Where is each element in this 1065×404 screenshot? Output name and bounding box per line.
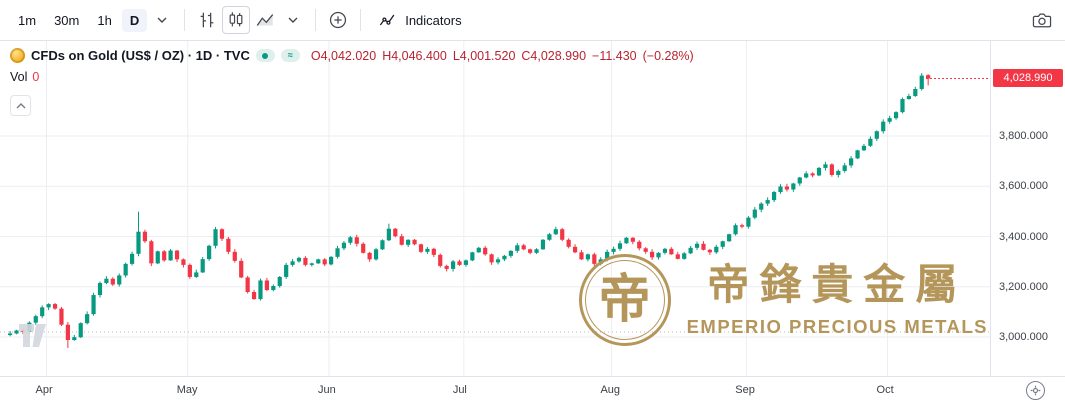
bars-style-button[interactable] [194, 6, 220, 34]
top-toolbar: 1m 30m 1h D Indicators [0, 0, 1065, 41]
chart-area[interactable]: CFDs on Gold (US$ / OZ) · 1D · TVC ≈ O4,… [0, 41, 990, 376]
price-tick: 3,800.000 [999, 130, 1048, 142]
time-tick: Apr [35, 384, 53, 396]
collapse-legend-button[interactable] [10, 95, 31, 116]
toolbar-separator [184, 9, 186, 31]
price-tick: 3,400.000 [999, 230, 1048, 243]
time-tick: Oct [876, 384, 894, 396]
bars-chart-icon [200, 12, 214, 28]
price-tick: 3,600.000 [999, 180, 1048, 193]
last-price-badge: 4,028.990 [993, 69, 1063, 88]
source-dot-toggle[interactable] [255, 49, 275, 62]
open-value: O4,042.020 [310, 48, 377, 63]
interval-1h-button[interactable]: 1h [89, 9, 119, 32]
interval-dropdown-chevron[interactable] [149, 6, 175, 34]
camera-icon [1032, 13, 1052, 28]
close-value: C4,028.990 [521, 48, 587, 63]
candles-chart-icon [229, 12, 243, 27]
price-tick: 3,000.000 [999, 331, 1048, 343]
interval-30m-button[interactable]: 30m [46, 9, 87, 32]
change-value: −11.430 [592, 48, 637, 63]
toolbar-separator [360, 9, 362, 31]
snapshot-camera-button[interactable] [1029, 6, 1055, 34]
symbol-title[interactable]: CFDs on Gold (US$ / OZ) · 1D · TVC [31, 48, 250, 63]
volume-label: Vol [10, 70, 28, 84]
style-dropdown-chevron[interactable] [280, 6, 306, 34]
chevron-up-icon [16, 102, 25, 108]
time-tick: Aug [600, 384, 621, 396]
interval-1m-button[interactable]: 1m [10, 9, 44, 32]
toolbar-separator [315, 9, 317, 31]
symbol-legend: CFDs on Gold (US$ / OZ) · 1D · TVC ≈ O4,… [10, 48, 694, 63]
time-tick: May [176, 384, 198, 396]
area-style-button[interactable] [252, 6, 278, 34]
emblem-character: 帝 [598, 269, 651, 330]
indicators-label: Indicators [405, 12, 462, 28]
brand-watermark: 帝 帝鋒貴金屬 EMPERIO PRECIOUS METALS [578, 254, 988, 346]
volume-value: 0 [32, 70, 40, 84]
tradingview-logo-watermark[interactable] [18, 323, 48, 354]
brand-name-english: EMPERIO PRECIOUS METALS [686, 315, 988, 337]
source-wave-toggle[interactable]: ≈ [280, 49, 300, 62]
interval-1d-button[interactable]: D [121, 8, 148, 32]
price-axis[interactable]: 3,000.000 3,200.000 3,400.000 3,600.000 3,80… [990, 41, 1065, 376]
wave-icon: ≈ [287, 50, 293, 60]
dot-icon [262, 52, 269, 59]
brand-name-chinese: 帝鋒貴金屬 [707, 260, 968, 310]
time-tick: Jul [452, 384, 467, 396]
volume-legend[interactable]: Vol 0 [10, 70, 39, 84]
time-tick: Jun [318, 384, 336, 396]
tradingview-logo-icon [19, 324, 46, 347]
time-axis[interactable]: Apr May Jun Jul Aug Sep Oct [0, 376, 1065, 404]
chart-row: CFDs on Gold (US$ / OZ) · 1D · TVC ≈ O4,… [0, 41, 1065, 376]
price-tick: 3,200.000 [999, 280, 1048, 293]
plus-circle-icon [330, 11, 347, 29]
indicators-icon [380, 14, 395, 26]
time-tick: Sep [735, 384, 755, 396]
ohlc-values: O4,042.020 H4,046.400 L4,001.520 C4,028.… [311, 49, 694, 63]
compare-add-button[interactable] [325, 6, 351, 34]
brand-emblem-icon: 帝 [578, 254, 671, 346]
gear-icon [1030, 385, 1041, 396]
indicators-button[interactable]: Indicators [370, 7, 469, 33]
scale-settings-icon[interactable] [1026, 381, 1045, 400]
high-value: H4,046.400 [382, 48, 447, 63]
area-chart-icon [256, 14, 274, 26]
brand-text: 帝鋒貴金屬 EMPERIO PRECIOUS METALS [687, 262, 988, 337]
gold-coin-icon [10, 48, 25, 63]
candles-style-button[interactable] [222, 6, 251, 34]
chevron-down-icon [157, 17, 167, 23]
change-percent-value: (−0.28%) [642, 48, 694, 63]
chevron-down-icon [288, 17, 298, 23]
low-value: L4,001.520 [452, 48, 516, 63]
